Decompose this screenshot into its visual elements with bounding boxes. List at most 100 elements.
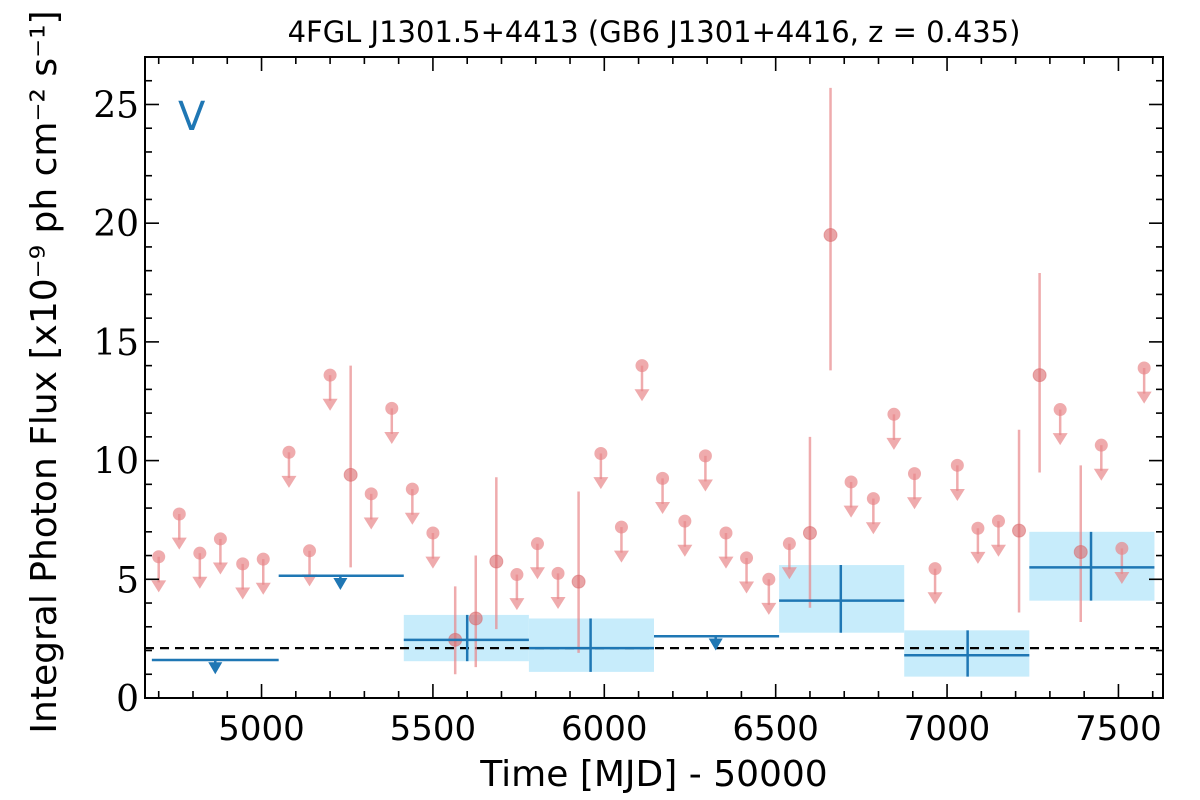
fine-detection-point bbox=[489, 554, 504, 569]
x-tick-label: 7000 bbox=[904, 709, 991, 749]
fine-upper-limit-arrowhead bbox=[212, 562, 228, 575]
fine-detection-point bbox=[1032, 368, 1047, 383]
x-tick-label: 5000 bbox=[218, 709, 305, 749]
y-tick-label: 15 bbox=[93, 323, 139, 364]
y-tick-label: 25 bbox=[93, 85, 139, 126]
fine-upper-limit-point bbox=[1094, 438, 1108, 452]
chart-title: 4FGL J1301.5+4413 (GB6 J1301+4416, z = 0… bbox=[288, 15, 1021, 49]
axis-ticks: 5000 5500 6000 6500 7000 7500 0 5 10 15 20 25 bbox=[93, 56, 1163, 749]
fine-upper-limit-point bbox=[303, 544, 317, 558]
fine-upper-limit-point bbox=[551, 566, 565, 580]
fine-upper-limit-arrowhead bbox=[739, 581, 755, 594]
fine-upper-limit-arrowhead bbox=[322, 398, 338, 411]
fine-upper-limit-point bbox=[719, 526, 733, 540]
fine-upper-limit-point bbox=[928, 562, 942, 576]
fine-upper-limit-point bbox=[323, 368, 337, 382]
fine-upper-limit-arrowhead bbox=[843, 505, 859, 518]
plot-frame bbox=[144, 56, 1164, 699]
fine-upper-limit-point bbox=[530, 537, 544, 551]
fine-upper-limit-point bbox=[1137, 361, 1151, 375]
fine-upper-limit-point bbox=[762, 572, 776, 586]
fine-upper-limit-point bbox=[282, 445, 296, 459]
fine-upper-limit-point bbox=[426, 526, 440, 540]
fine-upper-limit-arrowhead bbox=[718, 556, 734, 569]
fine-upper-limit-arrowhead bbox=[171, 537, 187, 550]
fine-upper-limit-point bbox=[887, 407, 901, 421]
fine-upper-limit-arrowhead bbox=[781, 567, 797, 580]
fine-upper-limit-point bbox=[1053, 403, 1067, 417]
fine-upper-limit-arrowhead bbox=[970, 551, 986, 564]
fine-upper-limit-point bbox=[635, 359, 649, 373]
fine-upper-limit-arrowhead bbox=[550, 596, 566, 609]
fine-upper-limit-arrowhead bbox=[235, 587, 251, 600]
fine-detection-point bbox=[823, 228, 838, 243]
fine-upper-limit-point bbox=[614, 520, 628, 534]
fine-upper-limit-arrowhead bbox=[255, 582, 271, 595]
y-tick-label: 5 bbox=[116, 560, 139, 601]
fine-upper-limit-arrowhead bbox=[761, 602, 777, 615]
fine-upper-limit-point bbox=[1115, 541, 1129, 555]
fine-upper-limit-point bbox=[152, 550, 166, 564]
fine-upper-limit-point bbox=[405, 482, 419, 496]
coarse-upper-limit-arrowhead bbox=[208, 662, 223, 675]
y-tick-label: 20 bbox=[93, 204, 139, 245]
panel-label: V bbox=[178, 94, 206, 140]
fine-detection-point bbox=[1073, 544, 1088, 559]
fine-upper-limit-arrowhead bbox=[634, 389, 650, 402]
fine-upper-limit-arrowhead bbox=[363, 517, 379, 530]
x-tick-label: 6000 bbox=[561, 709, 648, 749]
fine-upper-limit-arrowhead bbox=[949, 488, 965, 501]
fine-detection-point bbox=[468, 611, 483, 626]
fine-upper-limit-arrowhead bbox=[613, 550, 629, 563]
x-axis-label: Time [MJD] - 50000 bbox=[479, 754, 827, 795]
fine-upper-limit-arrowhead bbox=[697, 479, 713, 492]
fine-upper-limit-arrowhead bbox=[593, 477, 609, 490]
fine-upper-limit-point bbox=[510, 568, 524, 582]
fine-upper-limit-arrowhead bbox=[1093, 468, 1109, 481]
coarse-upper-limit-arrowhead bbox=[708, 638, 723, 651]
fine-upper-limit-arrowhead bbox=[655, 502, 671, 515]
fine-upper-limit-point bbox=[594, 446, 608, 460]
fine-upper-limit-arrowhead bbox=[990, 544, 1006, 557]
fine-upper-limit-point bbox=[907, 467, 921, 481]
x-tick-label: 5500 bbox=[390, 709, 477, 749]
fine-upper-limit-point bbox=[256, 552, 270, 566]
fine-upper-limit-arrowhead bbox=[384, 431, 400, 444]
fine-upper-limit-point bbox=[971, 521, 985, 535]
fine-upper-limit-arrowhead bbox=[529, 567, 545, 580]
fine-upper-limit-arrowhead bbox=[1052, 433, 1068, 446]
fine-upper-limit-point bbox=[172, 507, 186, 521]
fine-upper-limit-point bbox=[991, 514, 1005, 528]
fine-detection-point bbox=[571, 574, 586, 589]
x-tick-label: 7500 bbox=[1075, 709, 1162, 749]
fine-upper-limit-arrowhead bbox=[927, 592, 943, 605]
fine-upper-limit-point bbox=[193, 546, 207, 560]
fine-detection-point bbox=[1012, 523, 1027, 538]
coarse-upper-limit-arrowhead bbox=[333, 577, 348, 590]
fine-detection-point bbox=[802, 526, 817, 541]
fine-upper-limit-arrowhead bbox=[404, 512, 420, 525]
plot-area: 5000 5500 6000 6500 7000 7500 0 5 10 15 20 25 bbox=[93, 56, 1164, 749]
fine-detection-point bbox=[343, 467, 358, 482]
y-tick-label: 10 bbox=[93, 442, 139, 483]
fine-upper-limit-point bbox=[364, 487, 378, 501]
fine-upper-limit-point bbox=[698, 449, 712, 463]
fine-upper-limit-arrowhead bbox=[425, 556, 441, 569]
fine-upper-limit-point bbox=[678, 514, 692, 528]
y-tick-label: 0 bbox=[116, 679, 139, 720]
fine-upper-limit-point bbox=[866, 492, 880, 506]
fine-upper-limit-point bbox=[844, 475, 858, 489]
fine-upper-limit-arrowhead bbox=[1114, 572, 1130, 585]
fine-upper-limit-point bbox=[740, 551, 754, 565]
fine-upper-limit-point bbox=[782, 537, 796, 551]
fine-upper-limit-arrowhead bbox=[677, 544, 693, 557]
fine-upper-limit-arrowhead bbox=[281, 475, 297, 488]
fine-upper-limit-arrowhead bbox=[906, 497, 922, 510]
fine-upper-limit-point bbox=[950, 458, 964, 472]
x-tick-label: 6500 bbox=[732, 709, 819, 749]
fine-upper-limit-arrowhead bbox=[151, 580, 167, 593]
fine-upper-limit-arrowhead bbox=[1136, 391, 1152, 404]
fine-upper-limit-arrowhead bbox=[509, 598, 525, 611]
fine-upper-limit-arrowhead bbox=[302, 574, 318, 587]
